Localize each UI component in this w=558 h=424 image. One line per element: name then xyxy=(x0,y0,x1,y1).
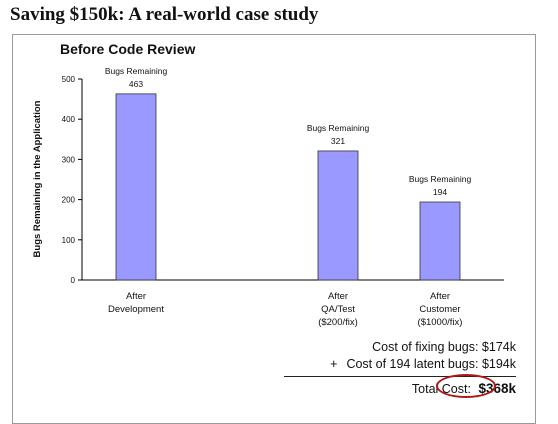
y-tick-label: 0 xyxy=(71,276,76,285)
category-label: After xyxy=(126,291,146,302)
category-label: ($200/fix) xyxy=(318,317,358,328)
bar-value-label: 463 xyxy=(129,79,143,89)
y-tick-label: 300 xyxy=(62,155,76,164)
plus-sign: + xyxy=(330,357,338,371)
y-tick-label: 100 xyxy=(62,236,76,245)
chart-title: Before Code Review xyxy=(60,41,196,57)
bar-label-text: Bugs Remaining xyxy=(307,123,370,133)
bar-value-label: 194 xyxy=(433,187,447,197)
category-label: Customer xyxy=(419,304,460,315)
bar-label-text: Bugs Remaining xyxy=(105,66,168,76)
y-tick-label: 200 xyxy=(62,196,76,205)
category-label: After xyxy=(430,291,450,302)
bar-value-label: 321 xyxy=(331,136,345,146)
category-label: Development xyxy=(108,304,164,315)
y-tick-label: 400 xyxy=(62,115,76,124)
bar xyxy=(317,150,359,281)
cost-separator xyxy=(284,376,516,377)
slide-title: Saving $150k: A real-world case study xyxy=(10,4,319,25)
category-label: QA/Test xyxy=(321,304,355,315)
category-label: After xyxy=(328,291,348,302)
bar-label-text: Bugs Remaining xyxy=(409,174,472,184)
category-label: ($1000/fix) xyxy=(418,317,463,328)
total-highlight-circle xyxy=(436,374,496,398)
y-axis-title: Bugs Remaining in the Application xyxy=(32,100,43,257)
cost-latent-line: + Cost of 194 latent bugs: $194k xyxy=(330,357,516,371)
cost-fixing-line: Cost of fixing bugs: $174k xyxy=(372,340,516,354)
y-tick-label: 500 xyxy=(62,75,76,84)
bar xyxy=(419,201,461,281)
bar xyxy=(115,93,157,281)
cost-latent-text: Cost of 194 latent bugs: $194k xyxy=(346,357,516,371)
